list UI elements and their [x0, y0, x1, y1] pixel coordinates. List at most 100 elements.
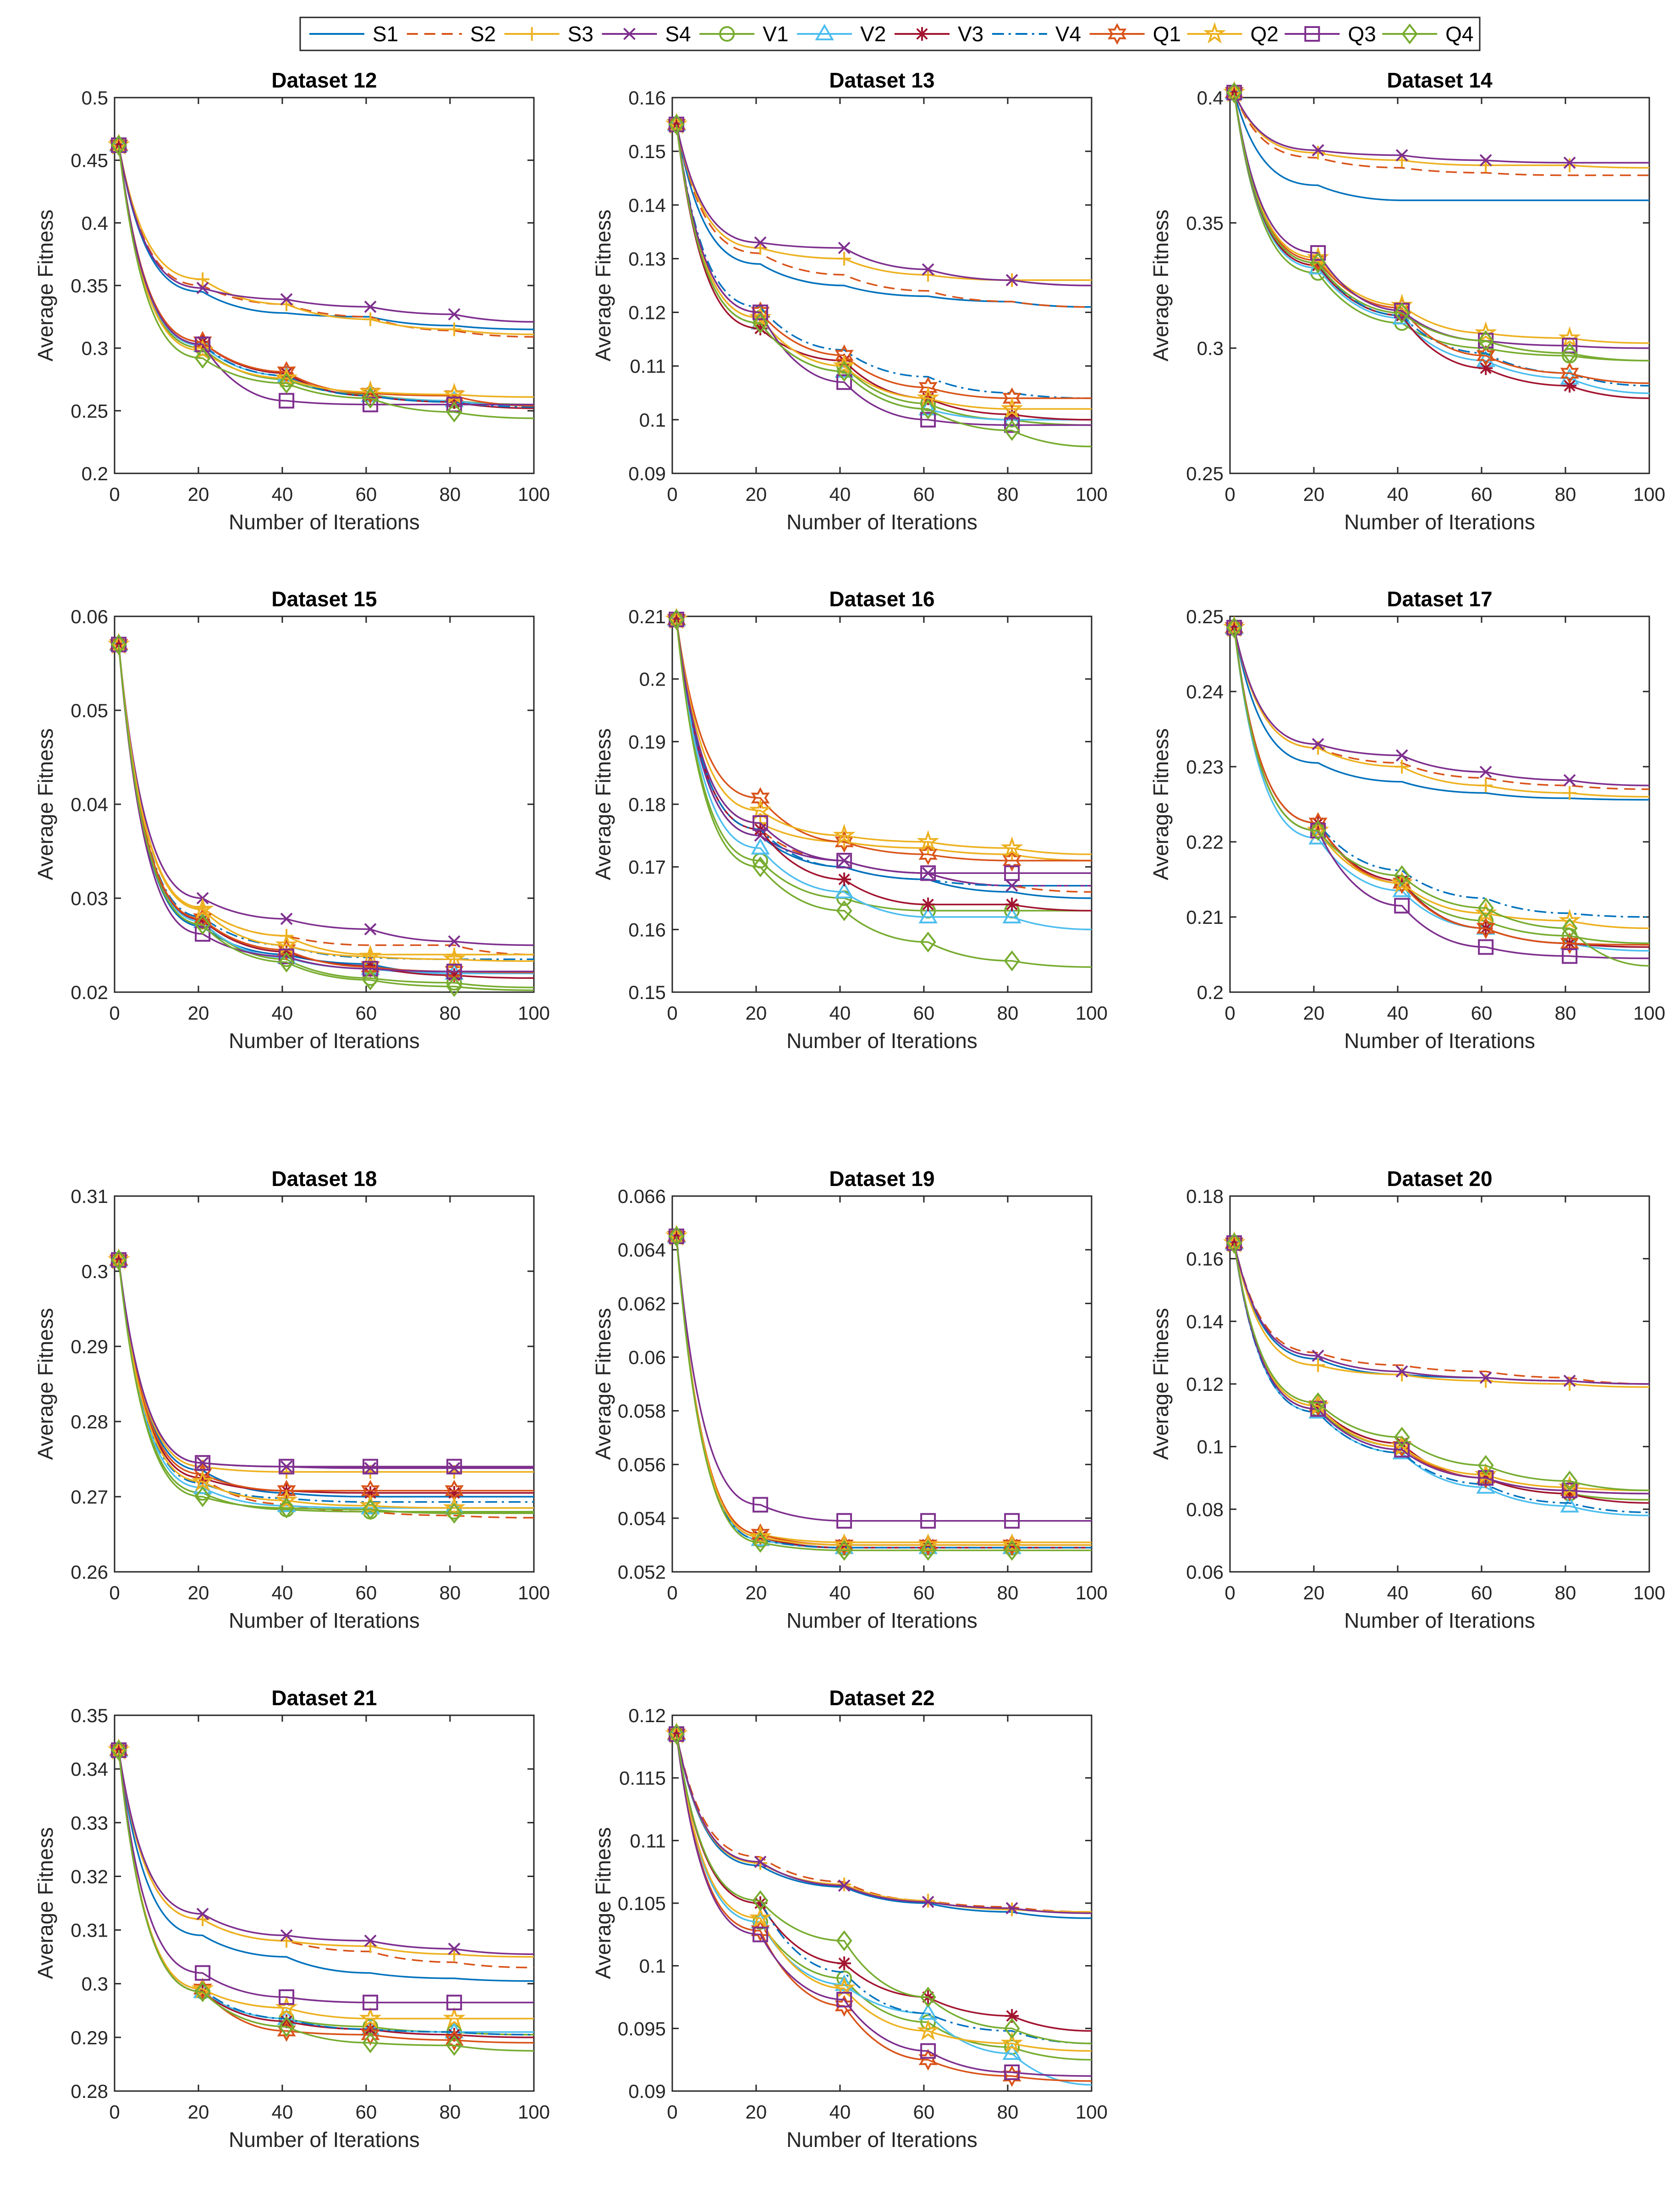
data-point-marker-x-icon [448, 308, 461, 321]
series-line-v4 [675, 619, 1092, 887]
y-tick-label: 0.04 [71, 794, 108, 815]
x-tick-label: 40 [272, 1582, 293, 1603]
data-point-marker-hexagram-icon [918, 843, 938, 866]
data-point-marker-x-icon [448, 935, 461, 948]
data-point-marker-pentagram-icon [275, 1488, 298, 1510]
data-point-marker-square-icon [195, 1965, 211, 1981]
data-point-marker-x-icon [280, 912, 293, 925]
x-tick-label: 0 [1224, 483, 1235, 505]
series-line-q4 [675, 1734, 1092, 2044]
x-axis-label: Number of Iterations [229, 1029, 420, 1053]
y-tick-label: 0.2 [1197, 982, 1224, 1003]
data-point-marker-triangle-icon [835, 882, 854, 899]
data-point-marker-square-icon [362, 961, 379, 977]
data-point-marker-x-icon [1563, 774, 1576, 786]
chart-title: Dataset 19 [829, 1167, 934, 1191]
series-v4 [1233, 1243, 1650, 1513]
series-line-s1 [118, 1750, 534, 1982]
data-point-marker-diamond-icon [1004, 2018, 1020, 2039]
panel-dataset-22: Dataset 22 0 20 40 60 80 100 0.09 0.095 0.1 0.105 0… [591, 1686, 1108, 2152]
series-line-s1 [118, 145, 534, 330]
legend-label: S2 [470, 22, 496, 46]
x-tick-label: 40 [272, 2101, 293, 2123]
y-tick-label: 0.31 [71, 1920, 108, 1941]
data-point-marker-diamond-icon [1004, 1540, 1020, 1561]
plot-area [114, 1195, 535, 1573]
data-point-marker-x-icon [1005, 1902, 1018, 1915]
data-point-marker-square-icon [752, 1927, 769, 1943]
data-point-marker-x-icon [448, 1943, 461, 1955]
x-axis-label: Number of Iterations [786, 1609, 977, 1632]
legend-marker-circle-icon [719, 26, 735, 42]
series-line-q4 [1233, 92, 1650, 362]
data-point-marker-diamond-icon [836, 900, 852, 922]
data-point-marker-pentagram-icon [1000, 836, 1023, 858]
data-point-marker-square-icon [1478, 1470, 1494, 1486]
x-tick-label: 0 [1224, 1582, 1235, 1603]
series-line-q2 [675, 619, 1092, 856]
data-point-marker-asterisk-icon [753, 321, 768, 335]
x-tick-label: 20 [1303, 1582, 1325, 1603]
x-tick-label: 80 [997, 2101, 1019, 2123]
data-point-marker-plus-icon [1479, 779, 1493, 792]
series-line-q3 [118, 1260, 534, 1468]
data-point-marker-hexagram-icon [1560, 362, 1579, 384]
series-line-q3 [118, 1750, 534, 2004]
data-point-marker-pentagram-icon [833, 354, 856, 376]
data-point-marker-x-icon [922, 263, 934, 276]
legend-entry-v3: V3 [895, 22, 983, 46]
legend-marker-asterisk-icon [915, 27, 929, 41]
series-line-s4 [1233, 627, 1650, 786]
data-point-marker-hexagram-icon [361, 2024, 380, 2046]
series-line-s4 [1233, 1243, 1650, 1385]
data-point-marker-square-icon [1394, 1442, 1410, 1458]
legend-marker-hexagram-icon [1108, 23, 1127, 45]
panel-dataset-12: Dataset 12 0 20 40 60 80 100 0.2 0.25 0.3 0.35 0.4 0… [33, 68, 550, 534]
data-point-marker-pentagram-icon [1000, 397, 1023, 419]
series-line-s4 [1233, 92, 1649, 164]
data-point-marker-x-icon [1479, 766, 1492, 778]
x-tick-label: 100 [518, 483, 550, 505]
x-tick-label: 80 [1555, 1582, 1576, 1603]
data-point-marker-diamond-icon [1226, 617, 1242, 638]
data-point-marker-diamond-icon [668, 1226, 685, 1247]
series-q4 [110, 1740, 534, 2056]
data-point-marker-asterisk-icon [1479, 361, 1493, 375]
data-point-marker-x-icon [1563, 1374, 1576, 1387]
x-tick-label: 0 [109, 483, 120, 505]
data-point-marker-diamond-icon [1561, 1471, 1578, 1492]
data-point-marker-asterisk-icon [1395, 874, 1409, 888]
chart-title: Dataset 14 [1387, 68, 1493, 92]
panel-dataset-16: Dataset 16 0 20 40 60 80 100 0.15 0.16 0.17 0.18 0.… [591, 587, 1108, 1053]
y-tick-label: 0.05 [71, 700, 108, 721]
data-point-marker-plus-icon [1563, 786, 1577, 800]
panel-dataset-19: Dataset 19 0 20 40 60 80 100 0.052 0.054 0.056 0.0… [591, 1167, 1108, 1632]
series-line-q2 [675, 124, 1092, 410]
legend-label: V4 [1055, 22, 1081, 46]
y-tick-label: 0.1 [1197, 1436, 1224, 1458]
data-point-marker-plus-icon [1311, 146, 1325, 160]
data-point-marker-diamond-icon [920, 931, 936, 953]
data-point-marker-diamond-icon [1226, 1232, 1242, 1254]
x-tick-label: 40 [829, 1582, 851, 1603]
series-s1 [1233, 92, 1649, 201]
y-axis-label: Average Fitness [33, 1308, 57, 1460]
data-point-marker-triangle-icon [835, 1974, 854, 1991]
x-tick-label: 0 [1224, 1002, 1235, 1024]
data-point-marker-square-icon [279, 1459, 295, 1475]
x-tick-label: 60 [913, 483, 935, 505]
data-point-marker-pentagram-icon [359, 380, 382, 402]
series-q4 [668, 114, 1092, 448]
y-tick-label: 0.06 [1186, 1561, 1224, 1583]
legend-label: Q2 [1251, 22, 1279, 46]
y-axis-label: Average Fitness [1149, 728, 1173, 880]
y-tick-label: 0.16 [1186, 1248, 1224, 1270]
data-point-marker-pentagram-icon [443, 947, 466, 969]
legend-entry-s4: S4 [602, 22, 691, 46]
series-q4 [1226, 82, 1650, 364]
y-tick-label: 0.27 [71, 1486, 108, 1508]
y-tick-label: 0.12 [628, 302, 666, 324]
data-point-marker-asterisk-icon [921, 897, 935, 911]
x-axis-label: Number of Iterations [1344, 510, 1535, 534]
